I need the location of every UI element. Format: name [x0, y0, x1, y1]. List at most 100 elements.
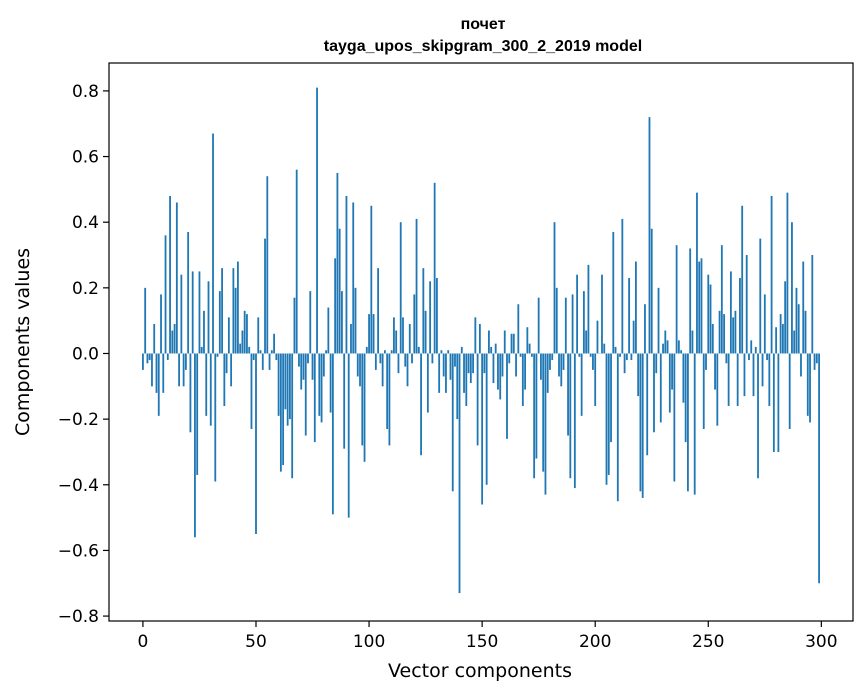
bar: [318, 353, 321, 416]
bar: [533, 353, 536, 479]
bar: [580, 353, 583, 416]
bar: [535, 353, 538, 459]
bar: [503, 330, 506, 354]
bar: [331, 353, 334, 515]
bar: [377, 268, 380, 354]
bar: [291, 353, 294, 479]
bar: [589, 353, 592, 357]
bar: [625, 353, 628, 361]
bar: [162, 353, 165, 393]
bar: [497, 353, 499, 390]
bar: [596, 320, 599, 354]
bar: [275, 353, 278, 361]
bar: [510, 333, 513, 354]
bar: [422, 268, 425, 354]
bar: [610, 353, 612, 443]
bar: [711, 323, 714, 354]
bar: [478, 323, 481, 354]
bar: [761, 353, 764, 387]
bar: [189, 353, 192, 433]
bar: [779, 314, 782, 354]
bar: [558, 353, 560, 377]
bar: [648, 117, 651, 354]
bar: [390, 350, 393, 354]
y-tick-label: 0.6: [72, 148, 99, 168]
bar: [671, 353, 673, 390]
bar: [569, 353, 572, 479]
bar: [345, 195, 348, 354]
y-tick-label: −0.4: [58, 476, 99, 496]
bar: [469, 353, 472, 384]
bar: [759, 238, 762, 354]
x-axis-ticks: 0 50 100 150 200 250 300: [138, 621, 838, 652]
bar: [714, 353, 716, 390]
bar: [270, 350, 273, 354]
bar: [696, 192, 698, 354]
bar: [304, 353, 307, 436]
bar: [212, 133, 214, 354]
bar: [682, 353, 685, 403]
bar: [646, 353, 649, 456]
bar: [809, 353, 811, 423]
bar: [729, 271, 732, 354]
bar: [146, 353, 149, 364]
bar: [313, 353, 316, 443]
bar: [465, 353, 468, 407]
bar: [363, 353, 366, 462]
bar: [485, 353, 488, 485]
bar: [621, 218, 624, 354]
bar: [641, 353, 644, 498]
y-axis-ticks: −0.8 −0.6 −0.4 −0.2 0.0 0.2 0.4 0.6 0.8: [58, 82, 109, 627]
bar: [282, 353, 285, 466]
bar: [404, 353, 407, 367]
bar: [680, 350, 683, 354]
bar: [289, 353, 291, 420]
bar: [214, 353, 217, 482]
bar: [293, 297, 296, 354]
bar: [739, 277, 741, 354]
bar: [637, 353, 640, 397]
bar: [426, 353, 429, 413]
bar: [429, 281, 432, 354]
bar: [381, 353, 384, 387]
bar: [806, 353, 809, 416]
bar: [350, 323, 352, 354]
bar: [361, 353, 364, 446]
bar: [311, 353, 314, 380]
bar: [205, 353, 208, 416]
bar: [264, 238, 266, 354]
bar: [517, 304, 520, 354]
bar: [472, 353, 474, 374]
x-tick-label: 300: [805, 632, 837, 652]
bar: [553, 222, 556, 354]
plot-frame: [108, 62, 854, 622]
bar: [745, 255, 748, 354]
bar: [720, 245, 723, 354]
bar: [431, 353, 434, 364]
bar: [279, 353, 282, 472]
bar: [191, 271, 194, 354]
bar: [230, 353, 233, 387]
bar: [284, 353, 287, 410]
bar: [458, 353, 461, 594]
bar: [460, 346, 463, 354]
bar: [757, 353, 759, 479]
bar: [250, 353, 253, 429]
y-axis-label: Components values: [12, 248, 34, 436]
bar: [594, 353, 597, 407]
bar: [399, 222, 402, 354]
bar: [440, 350, 443, 354]
bar: [499, 353, 502, 400]
bar: [585, 330, 588, 354]
bar: [768, 353, 771, 407]
bar: [750, 340, 753, 354]
bar: [763, 294, 766, 354]
bar: [300, 353, 303, 390]
bar: [623, 353, 626, 374]
y-tick-label: −0.2: [58, 410, 99, 430]
bar: [261, 353, 264, 370]
bar: [802, 261, 805, 354]
bar: [639, 353, 642, 492]
bar: [766, 353, 768, 361]
bar: [601, 274, 603, 354]
